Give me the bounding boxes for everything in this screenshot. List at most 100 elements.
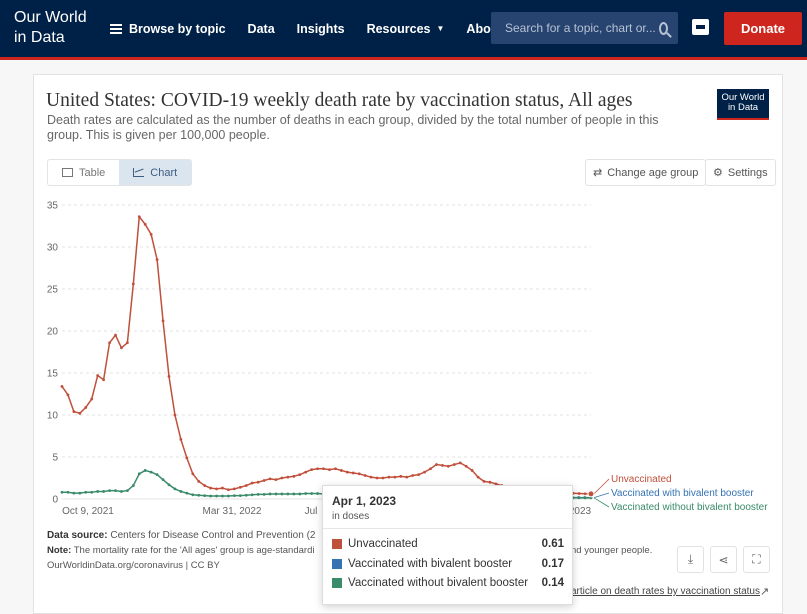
data-point	[197, 479, 201, 483]
data-point	[334, 467, 337, 471]
data-point	[452, 463, 456, 466]
data-source: Data source: Centers for Disease Control…	[47, 530, 315, 541]
newsletter-icon[interactable]	[692, 19, 709, 35]
share-button[interactable]: ⋖	[710, 546, 737, 573]
share-icon: ⋖	[718, 552, 729, 567]
data-point	[173, 487, 177, 491]
hover-marker	[587, 490, 595, 498]
data-point	[167, 483, 171, 487]
tooltip-series-name: Unvaccinated	[348, 538, 418, 550]
settings-label: Settings	[727, 166, 768, 179]
settings-button[interactable]: ⚙ Settings	[705, 159, 776, 186]
data-point	[399, 474, 403, 478]
nav-resources[interactable]: Resources ▼	[367, 22, 445, 36]
chart-subtitle: Death rates are calculated as the number…	[47, 113, 659, 142]
tab-chart[interactable]: Chart	[119, 160, 192, 185]
note-tail: nd younger people.	[571, 545, 653, 556]
data-point	[310, 492, 314, 495]
data-point	[167, 374, 171, 378]
data-point	[393, 475, 397, 479]
gear-icon: ⚙	[713, 167, 723, 179]
data-point	[96, 374, 100, 377]
data-point	[375, 476, 379, 480]
data-point	[84, 490, 88, 494]
download-button[interactable]: ⤓	[677, 546, 704, 573]
article-link[interactable]: article on death rates by vaccination st…	[571, 586, 760, 597]
data-point	[215, 494, 218, 498]
x-tick-label: Mar 31, 2022	[203, 506, 262, 517]
caret-down-icon: ▼	[436, 24, 445, 33]
tab-table[interactable]: Table	[48, 160, 119, 185]
nav-insights[interactable]: Insights	[297, 22, 345, 36]
data-point	[221, 494, 224, 498]
data-point	[114, 333, 117, 337]
download-icon: ⤓	[687, 552, 694, 566]
data-point	[316, 492, 319, 495]
data-point	[256, 480, 260, 484]
y-tick-label: 5	[52, 453, 58, 464]
data-point	[155, 473, 159, 477]
data-point	[316, 467, 319, 471]
data-point	[583, 492, 587, 496]
color-swatch	[332, 539, 342, 549]
data-point	[250, 493, 254, 497]
change-age-group-button[interactable]: ⇄ Change age group	[585, 159, 707, 186]
data-point	[351, 471, 355, 475]
owid-logo[interactable]: Our World in Data	[14, 8, 87, 48]
line-chart[interactable]: 0 5 10 15 20 25 30 35 Oct 9, 2021 Mar 31, 2022 Jul…	[40, 195, 780, 525]
tooltip-series-name: Vaccinated without bivalent booster	[348, 577, 529, 589]
tooltip-series-value: 0.61	[541, 538, 564, 550]
chart-credit[interactable]: OurWorldinData.org/coronavirus | CC BY	[47, 560, 220, 571]
data-point	[298, 473, 302, 477]
data-point	[179, 437, 183, 441]
data-point	[238, 485, 242, 489]
nav-browse-by-topic[interactable]: Browse by topic	[110, 22, 226, 36]
nav-data[interactable]: Data	[248, 22, 275, 36]
tooltip-row-unvaccinated: Unvaccinated 0.61	[332, 538, 564, 550]
y-tick-label: 35	[47, 201, 59, 212]
data-point	[120, 490, 123, 493]
tooltip-series-value: 0.17	[541, 558, 564, 570]
data-point	[203, 484, 207, 487]
data-point	[191, 472, 195, 476]
nav-accent-line	[0, 57, 807, 60]
data-point	[423, 470, 426, 474]
nav-data-label: Data	[247, 21, 275, 36]
data-source-text[interactable]: Centers for Disease Control and Preventi…	[110, 530, 316, 541]
owid-badge-logo[interactable]: Our World in Data	[717, 89, 769, 120]
fullscreen-button[interactable]: ⛶	[743, 546, 770, 573]
badge-line-2: in Data	[727, 102, 759, 113]
data-point	[131, 282, 135, 286]
data-point	[149, 233, 153, 236]
badge-line-1: Our World	[721, 92, 765, 103]
data-point	[102, 490, 106, 493]
data-point	[161, 319, 165, 323]
data-point	[417, 473, 421, 477]
data-point	[149, 470, 153, 474]
logo-line-1: Our World	[14, 9, 87, 26]
nav-insights-label: Insights	[296, 21, 345, 36]
legend-connector	[593, 478, 610, 495]
data-point	[470, 469, 474, 472]
data-point	[185, 456, 189, 460]
data-point	[345, 470, 349, 474]
search-input[interactable]	[505, 21, 655, 35]
search-box	[491, 12, 678, 44]
search-icon[interactable]	[659, 21, 668, 35]
data-point	[108, 489, 111, 492]
x-tick-label: Oct 9, 2021	[62, 506, 114, 517]
data-point	[363, 474, 367, 477]
data-point	[143, 222, 147, 226]
list-icon	[110, 23, 122, 34]
view-tabs: Table Chart	[47, 159, 193, 186]
change-age-label: Change age group	[607, 166, 699, 179]
donate-button[interactable]: Donate	[724, 12, 802, 45]
x-tick-label: Jul	[305, 506, 318, 517]
data-point	[583, 496, 587, 500]
y-tick-label: 30	[47, 243, 59, 254]
tooltip-divider	[323, 528, 572, 529]
data-point	[304, 470, 308, 474]
data-point	[227, 494, 230, 498]
chart-title: United States: COVID-19 weekly death rat…	[46, 90, 633, 111]
data-point	[256, 492, 260, 496]
